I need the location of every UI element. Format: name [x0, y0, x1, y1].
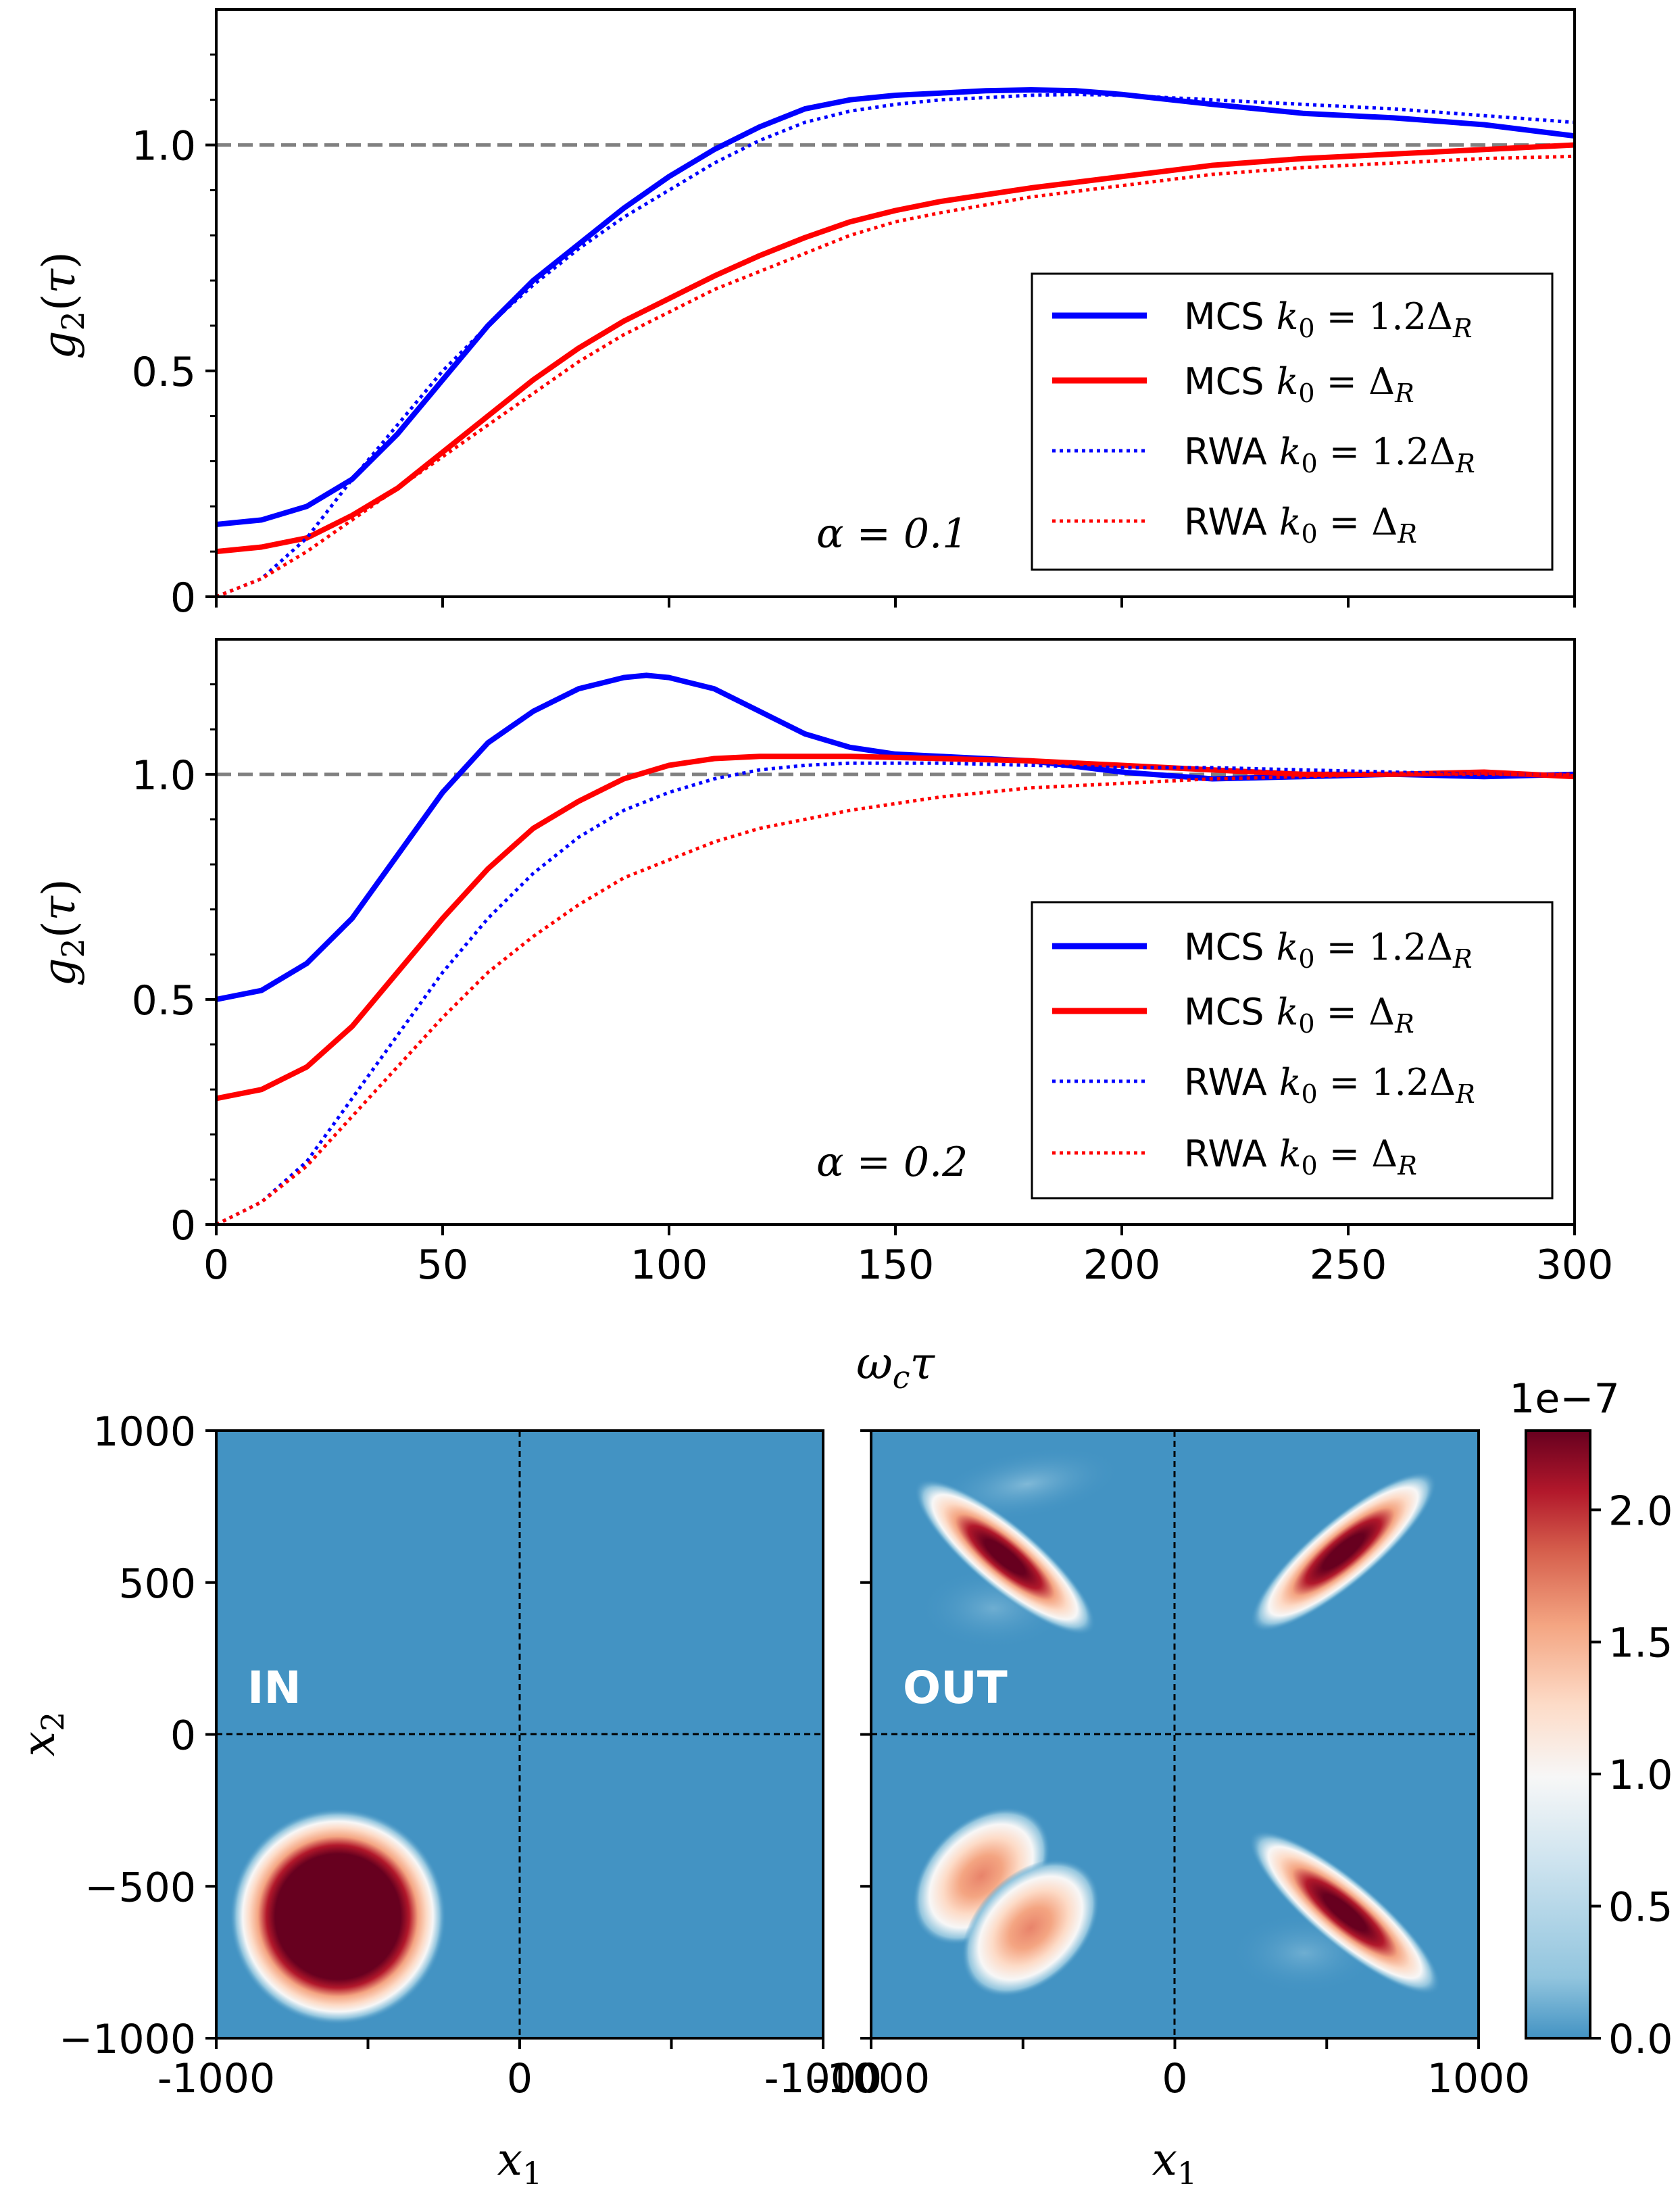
heatmap-in-tick-group: -1000 0 -1000 1000 500 0 −500 −1000 — [59, 1408, 882, 2102]
middle-x-axis-label: ωcτ — [856, 1337, 936, 1396]
heatmap-in-y-axis-label: x2 — [13, 1712, 71, 1757]
middle-tick-group: 0 0.5 1.0 0 50 100 150 200 250 300 — [132, 683, 1614, 1289]
top-alpha-annotation: α = 0.1 — [816, 510, 968, 558]
middle-legend-label-2: RWA k0 = 1.2ΔR — [1184, 1061, 1475, 1109]
heatmap-out-panel: OUT -1000 0 1000 x1 — [812, 1429, 1531, 2192]
out-xtick-label-1: 0 — [1162, 2055, 1187, 2102]
top-legend-label-0: MCS k0 = 1.2ΔR — [1184, 295, 1473, 343]
mid-xtick-label-5: 250 — [1310, 1241, 1387, 1289]
mid-ytick-label-1: 0.5 — [132, 977, 196, 1025]
in-ytick-label-3: −500 — [84, 1864, 196, 1911]
in-xtick-label-0: -1000 — [157, 2055, 275, 2102]
top-legend: MCS k0 = 1.2ΔR MCS k0 = ΔR RWA k0 = 1.2ΔR R… — [1031, 272, 1554, 571]
top-legend-frame — [1031, 272, 1554, 571]
out-xtick-label-2: 1000 — [1427, 2055, 1531, 2102]
heatmap-out-lobe-bottom-right — [1249, 1830, 1441, 1995]
out-xtick-label-0: -1000 — [812, 2055, 930, 2102]
top-tick-group: 0 0.5 1.0 — [132, 53, 1576, 622]
colorbar-tick-group: 0.0 0.5 1.0 1.5 2.0 — [1590, 1487, 1673, 2063]
mid-ytick-label-0: 0 — [170, 1202, 196, 1250]
middle-line-panel: 00.51.00 50 100 150 200 250 300 g2(τ) α = 0.2 … — [33, 638, 1614, 1396]
colorbar-tick-label-1: 0.5 — [1608, 1884, 1673, 1931]
top-series-mcs-k12 — [216, 87, 1575, 527]
in-ytick-label-4: −1000 — [59, 2016, 196, 2063]
colorbar-tick-label-2: 1.0 — [1608, 1752, 1673, 1799]
top-legend-label-2: RWA k0 = 1.2ΔR — [1184, 430, 1475, 478]
heatmap-in-x-axis-label: x1 — [497, 2133, 543, 2192]
middle-alpha-annotation: α = 0.2 — [816, 1139, 968, 1186]
in-xtick-label-1: 0 — [507, 2055, 533, 2102]
middle-legend-label-0: MCS k0 = 1.2ΔR — [1184, 926, 1473, 974]
colorbar-tick-label-0: 0.0 — [1608, 2016, 1673, 2063]
colorbar-exponent-label: 1e−7 — [1509, 1375, 1620, 1423]
mid-xtick-label-4: 200 — [1083, 1241, 1161, 1289]
middle-series-group — [216, 672, 1575, 1225]
in-ytick-label-0: 1000 — [93, 1408, 196, 1456]
middle-series-rwa-k12 — [216, 761, 1575, 1225]
heatmap-in-label: IN — [247, 1662, 301, 1714]
mid-xtick-label-2: 100 — [631, 1241, 708, 1289]
top-ytick-label-1: 0.5 — [132, 349, 196, 396]
heatmap-out-label: OUT — [903, 1662, 1008, 1714]
mid-xtick-label-6: 300 — [1536, 1241, 1614, 1289]
middle-y-axis-label: g2(τ) — [33, 879, 91, 987]
colorbar-gradient — [1525, 1429, 1591, 2040]
heatmap-out-lobe-bottom-left-b — [962, 1859, 1100, 1997]
heatmap-out-lobe-top-right — [1250, 1471, 1437, 1632]
top-y-axis-label: g2(τ) — [33, 251, 91, 360]
middle-legend-frame — [1031, 901, 1554, 1200]
top-line-panel: 0 0.5 1.0 g2(τ) α = 0.1 MCS k0 = 1.2ΔR MCS k… — [33, 8, 1576, 622]
colorbar-tick-label-4: 2.0 — [1608, 1487, 1673, 1535]
mid-ytick-label-2: 1.0 — [132, 752, 196, 799]
in-xtick-label-2: -1000 — [764, 2055, 882, 2102]
in-ytick-label-2: 0 — [170, 1712, 196, 1760]
heatmap-in-disk — [230, 1808, 446, 2025]
mid-xtick-label-1: 50 — [417, 1241, 468, 1289]
middle-legend-label-3: RWA k0 = ΔR — [1184, 1133, 1417, 1181]
middle-legend: MCS k0 = 1.2ΔR MCS k0 = ΔR RWA k0 = 1.2ΔR R… — [1031, 901, 1554, 1200]
colorbar: 0.0 0.5 1.0 1.5 2.0 1e−7 — [1509, 1375, 1673, 2063]
heatmap-in-panel: IN -1000 0 -1000 1000 500 0 −500 −1000 x2 x1 — [13, 1408, 882, 2192]
top-series-rwa-k1 — [216, 154, 1575, 597]
top-ytick-label-0: 0 — [170, 574, 196, 622]
mid-xtick-label-3: 150 — [857, 1241, 935, 1289]
middle-series-rwa-k1 — [216, 772, 1575, 1225]
heatmap-out-x-axis-label: x1 — [1152, 2133, 1197, 2192]
top-series-rwa-k12 — [216, 93, 1575, 597]
heatmap-out-lobe-top-left — [914, 1479, 1095, 1635]
mid-xtick-label-0: 0 — [203, 1241, 229, 1289]
in-ytick-label-1: 500 — [118, 1560, 196, 1608]
top-ytick-label-2: 1.0 — [132, 123, 196, 170]
heatmap-out-tick-group: -1000 0 1000 — [812, 1429, 1531, 2102]
middle-series-mcs-k1 — [216, 754, 1575, 1102]
top-legend-label-3: RWA k0 = ΔR — [1184, 501, 1417, 549]
top-series-group — [216, 87, 1575, 597]
colorbar-tick-label-3: 1.5 — [1608, 1620, 1673, 1667]
